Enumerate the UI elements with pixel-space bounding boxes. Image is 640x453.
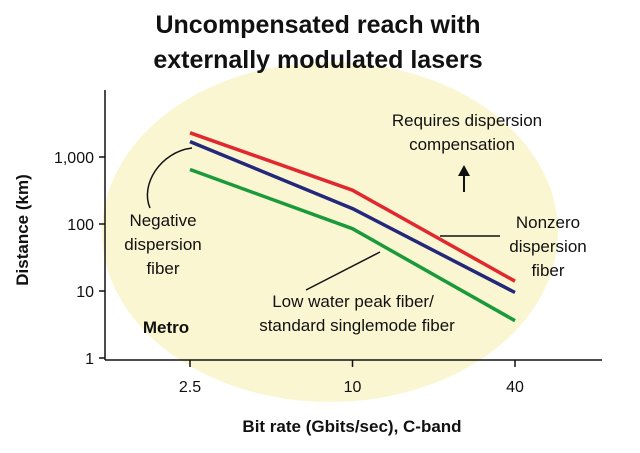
x-tick-label: 10 xyxy=(344,379,362,396)
chart-title-line-2: externally modulated lasers xyxy=(153,46,482,74)
lowwater-pointer-line xyxy=(305,251,381,291)
chart-title-line-1: Uncompensated reach with xyxy=(155,11,480,39)
y-axis-label: Distance (km) xyxy=(13,174,32,285)
annotation-negative-2: dispersion xyxy=(124,235,202,254)
y-tick-label: 1 xyxy=(85,351,94,368)
series-layer xyxy=(189,131,516,323)
series-line-3 xyxy=(189,167,516,323)
annotation-metro: Metro xyxy=(143,318,189,337)
series-line-2 xyxy=(189,139,516,295)
annotation-lowwater-2: standard singlemode fiber xyxy=(259,316,455,335)
annotation-nonzero-1: Nonzero xyxy=(516,213,580,232)
annotation-negative-3: fiber xyxy=(146,259,179,278)
annotation-nonzero-2: dispersion xyxy=(509,237,587,256)
background-highlight xyxy=(102,62,558,402)
y-tick-label: 100 xyxy=(67,217,94,234)
x-axis-label: Bit rate (Gbits/sec), C-band xyxy=(242,417,461,436)
y-tick-label: 1,000 xyxy=(54,150,94,167)
up-arrow-head xyxy=(458,165,470,176)
annotation-lowwater-1: Low water peak fiber/ xyxy=(272,292,434,311)
x-tick-label: 40 xyxy=(506,379,524,396)
annotation-negative-1: Negative xyxy=(129,211,196,230)
annotation-requires-compensation-2: compensation xyxy=(409,135,515,154)
series-line-1 xyxy=(189,131,516,283)
annotation-requires-compensation-1: Requires dispersion xyxy=(392,111,542,130)
y-tick-label: 10 xyxy=(76,284,94,301)
negative-pointer-curve xyxy=(146,147,193,209)
ticks-layer: 1 10 100 1,000 2.5 10 40 xyxy=(54,150,524,396)
annotation-nonzero-3: fiber xyxy=(531,261,564,280)
x-tick-label: 2.5 xyxy=(179,379,201,396)
